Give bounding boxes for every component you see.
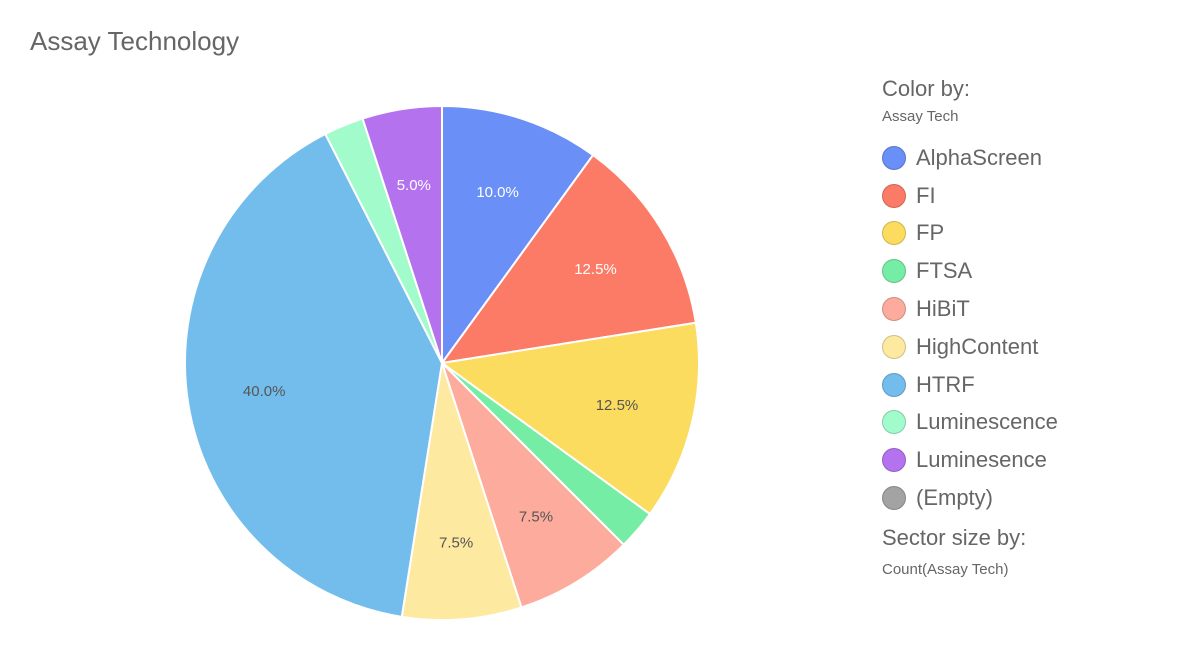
pie-slice-alphascreen[interactable] [441, 104, 595, 367]
legend-swatch [882, 410, 906, 435]
color-by-value[interactable]: Assay Tech [882, 108, 959, 125]
legend-item-hibit[interactable]: HiBiT [882, 290, 1182, 328]
pie-slice-fp[interactable] [439, 321, 700, 516]
legend-item-empty[interactable]: (Empty) [882, 479, 1182, 517]
legend-swatch [882, 221, 906, 246]
legend-swatch [882, 448, 906, 473]
legend-item-luminesence[interactable]: Luminesence [882, 441, 1182, 479]
slice-label-htrf: 40.0% [243, 383, 286, 400]
legend-item-ftsa[interactable]: FTSA [882, 252, 1182, 290]
color-by-heading: Color by: [882, 76, 971, 101]
legend-label: FI [916, 182, 936, 208]
legend-item-highcontent[interactable]: HighContent [882, 328, 1182, 366]
size-by-heading: Sector size by: [882, 524, 1027, 550]
legend-item-fp[interactable]: FP [882, 215, 1182, 253]
legend-label: HTRF [916, 371, 975, 397]
pie-slice-htrf[interactable] [184, 132, 444, 618]
legend-swatch [882, 183, 906, 208]
legend-swatch [882, 259, 906, 284]
legend-label: FTSA [916, 258, 973, 284]
slice-label-fi: 12.5% [574, 261, 617, 278]
chart-title: Assay Technology [30, 26, 240, 56]
legend-item-htrf[interactable]: HTRF [882, 366, 1182, 404]
legend-label: Luminesence [916, 447, 1047, 473]
legend-label: AlphaScreen [916, 144, 1042, 170]
pie-slice-luminesence[interactable] [361, 104, 443, 364]
slice-label-fp: 12.5% [596, 397, 639, 414]
legend-swatch [882, 486, 906, 511]
pie-slice-hibit[interactable] [441, 362, 626, 609]
legend-swatch [882, 334, 906, 359]
legend-item-fi[interactable]: FI [882, 177, 1182, 215]
legend-label: (Empty) [916, 485, 993, 511]
slice-label-alphascreen: 10.0% [476, 184, 519, 201]
pie-slice-highcontent[interactable] [400, 362, 523, 621]
legend-item-luminescence[interactable]: Luminescence [882, 404, 1182, 442]
legend-item-alphascreen[interactable]: AlphaScreen [882, 139, 1182, 177]
legend-label: FP [916, 220, 945, 246]
legend-swatch [882, 372, 906, 397]
legend-items: AlphaScreen FI FP FTSA HiBiT HighContent… [882, 139, 1182, 517]
slice-label-hibit: 7.5% [519, 509, 553, 526]
size-by-value[interactable]: Count(Assay Tech) [882, 560, 1009, 578]
slice-label-highcontent: 7.5% [439, 534, 473, 551]
legend-swatch [882, 145, 906, 170]
slice-label-luminesence: 5.0% [397, 177, 431, 194]
pie-chart[interactable]: 10.0% 12.5% 12.5% 7.5% 7.5% 40.0% 5.0% [0, 0, 870, 671]
legend: Color by: Assay Tech AlphaScreen FI FP F… [882, 76, 1182, 578]
legend-label: HighContent [916, 333, 1039, 359]
pie-slice-fi[interactable] [439, 153, 697, 365]
legend-swatch [882, 297, 906, 322]
legend-label: Luminescence [916, 409, 1058, 435]
legend-label: HiBiT [916, 296, 970, 322]
